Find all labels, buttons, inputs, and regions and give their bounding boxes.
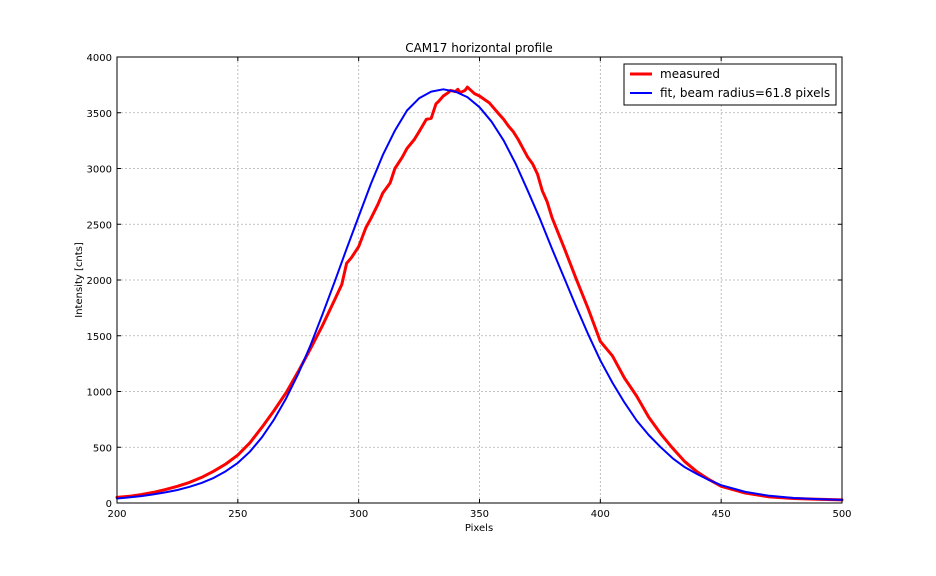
legend: measured fit, beam radius=61.8 pixels [623,63,837,106]
y-axis-label: Intensity [cnts] [74,242,85,318]
x-tick-label: 500 [832,509,851,520]
x-tick-label: 350 [470,509,489,520]
x-axis-label: Pixels [465,523,493,534]
legend-label-fit: fit, beam radius=61.8 pixels [660,86,830,100]
x-tick-label: 250 [228,509,247,520]
y-tick-label: 3500 [87,109,112,120]
x-tick-label: 300 [349,509,368,520]
series-layer [115,85,844,502]
x-tick-label: 200 [107,509,126,520]
chart-title: CAM17 horizontal profile [405,41,553,55]
series-line-fit [116,88,843,501]
y-tick-label: 2000 [87,276,112,287]
x-tick-label: 450 [712,509,731,520]
legend-box [623,63,837,106]
y-tick-label: 3000 [87,165,112,176]
series-line-measured [115,85,844,502]
legend-label-measured: measured [660,67,720,81]
y-tick-label: 1500 [87,332,112,343]
y-tick-label: 500 [93,443,112,454]
axis-ticks: 200 250 300 350 400 450 500 0 500 1000 1500 2000 250… [87,53,852,520]
y-tick-label: 2500 [87,220,112,231]
x-tick-label: 400 [591,509,610,520]
y-tick-label: 1000 [87,388,112,399]
y-tick-label: 4000 [87,53,112,64]
y-tick-label: 0 [106,499,112,510]
